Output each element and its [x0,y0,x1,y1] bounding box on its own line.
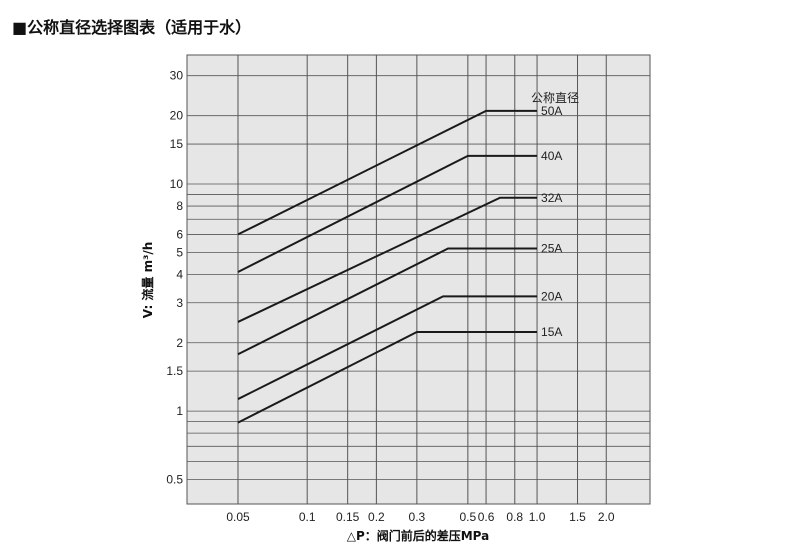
series-label-50A: 50A [541,104,562,118]
series-label-40A: 40A [541,149,562,163]
y-axis-label: V: 流量 m³/h [140,242,155,319]
legend-title: 公称直径 [531,91,579,105]
y-tick-label: 1.5 [166,364,183,378]
y-tick-label: 10 [170,177,184,191]
x-axis-label: △P：阀门前后的差压MPa [347,528,490,543]
x-tick-label: 0.8 [506,510,523,524]
series-line-25A [237,247,538,356]
y-tick-label: 2 [176,336,183,350]
series-line-40A [237,154,538,273]
series-line-20A [237,295,538,400]
x-tick-label: 0.6 [478,510,495,524]
series-line-32A [237,196,538,323]
x-tick-label: 0.05 [226,510,250,524]
y-tick-label: 15 [170,137,184,151]
y-tick-label: 5 [176,245,183,259]
y-tick-label: 4 [176,267,183,281]
series-label-20A: 20A [541,289,562,303]
y-tick-label: 0.5 [166,472,183,486]
series-line-15A [237,331,538,424]
x-tick-label: 1.5 [569,510,586,524]
x-tick-label: 0.1 [299,510,316,524]
y-tick-label: 6 [176,227,183,241]
y-tick-label: 20 [170,109,184,123]
y-tick-label: 30 [170,69,184,83]
series-label-15A: 15A [541,325,562,339]
x-tick-label: 2.0 [598,510,615,524]
y-tick-label: 1 [176,404,183,418]
x-tick-label: 0.2 [368,510,385,524]
series-label-25A: 25A [541,242,562,256]
y-tick-label: 8 [176,199,183,213]
x-tick-label: 0.5 [460,510,477,524]
series-label-32A: 32A [541,191,562,205]
plot-area [186,54,651,505]
x-tick-label: 1.0 [529,510,546,524]
chart-title: ■公称直径选择图表（适用于水） [12,18,252,37]
y-tick-label: 3 [176,296,183,310]
x-tick-label: 0.15 [336,510,360,524]
series-line-50A [237,109,538,236]
x-tick-label: 0.3 [409,510,426,524]
